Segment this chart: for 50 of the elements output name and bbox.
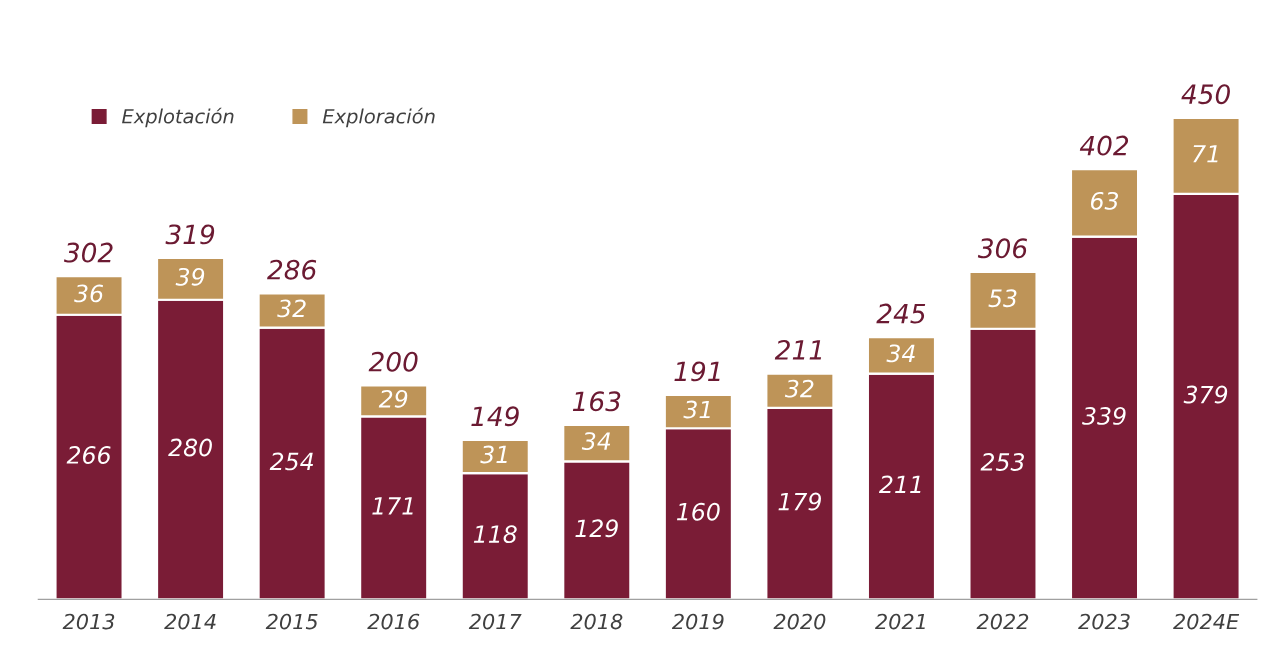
data-label: 71 — [1193, 145, 1218, 163]
x-tick-label: 2019 — [671, 613, 724, 630]
data-label: 254 — [269, 452, 313, 471]
x-tick-label: 2021 — [875, 613, 925, 630]
total-label: 286 — [267, 259, 317, 280]
data-label: 339 — [1082, 407, 1126, 425]
legend-label: Explotación — [122, 107, 234, 128]
total-label: 191 — [674, 361, 720, 382]
data-label: 129 — [575, 519, 618, 538]
total-label: 450 — [1181, 84, 1230, 105]
x-tick-label: 2018 — [570, 613, 623, 630]
x-tick-label: 2023 — [1078, 613, 1130, 630]
data-label: 34 — [581, 432, 611, 451]
x-tick-label: 2014 — [164, 613, 216, 630]
data-label: 63 — [1091, 191, 1119, 210]
data-label: 36 — [74, 284, 104, 303]
data-label: 179 — [778, 492, 821, 511]
data-label: 266 — [66, 446, 111, 464]
data-label: 118 — [473, 525, 517, 544]
total-label: 319 — [165, 224, 215, 245]
legend-label: Exploración — [322, 107, 435, 128]
data-label: 211 — [879, 475, 921, 494]
total-label: 402 — [1079, 135, 1129, 156]
x-tick-label: 2022 — [976, 613, 1029, 630]
total-label: 306 — [977, 238, 1027, 259]
total-label: 245 — [876, 303, 926, 324]
total-label: 149 — [471, 406, 519, 427]
total-label: 200 — [368, 351, 418, 372]
data-label: 53 — [988, 289, 1017, 308]
data-label: 39 — [175, 267, 205, 286]
total-label: 211 — [774, 339, 822, 360]
x-tick-label: 2016 — [367, 613, 420, 630]
total-label: 302 — [63, 242, 113, 263]
data-label: 32 — [277, 299, 306, 318]
data-label: 160 — [676, 502, 720, 521]
data-label: 29 — [378, 389, 408, 408]
data-label: 31 — [683, 400, 710, 419]
data-label: 31 — [480, 445, 507, 464]
x-tick-label: 2020 — [773, 613, 826, 630]
data-label: 171 — [372, 497, 413, 515]
x-tick-label: 2013 — [62, 613, 115, 630]
total-label: 163 — [572, 391, 621, 412]
data-label: 280 — [168, 438, 212, 457]
data-label: 253 — [980, 453, 1024, 471]
x-tick-label: 2015 — [265, 613, 318, 630]
x-tick-label: 2024E — [1173, 613, 1240, 630]
x-tick-label: 2017 — [468, 613, 522, 630]
data-label: 34 — [886, 344, 915, 363]
data-label: 32 — [784, 379, 814, 398]
data-label: 379 — [1183, 385, 1228, 404]
